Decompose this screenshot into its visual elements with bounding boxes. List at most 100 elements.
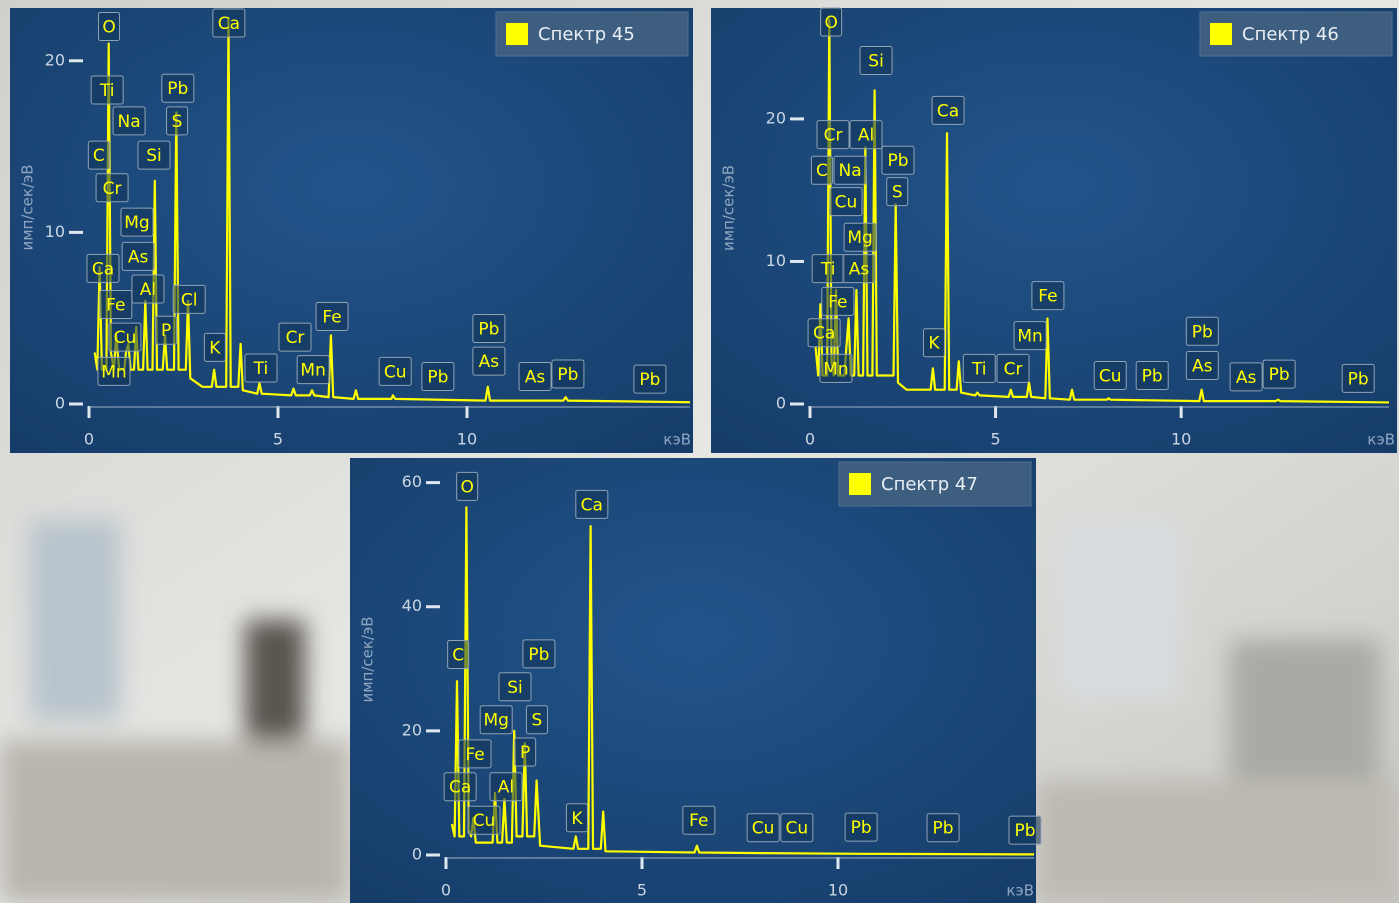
peak-label: Cu (786, 819, 809, 839)
peak-label: Pb (167, 79, 188, 99)
peak-label: Ca (92, 259, 114, 279)
peak-label: As (1192, 357, 1213, 377)
panel-background (10, 8, 693, 453)
y-tick-label: 0 (55, 394, 65, 413)
peak-label: Al (140, 280, 156, 300)
x-axis-label: кэВ (1367, 431, 1395, 449)
x-tick-label: 10 (1171, 430, 1191, 449)
peak-label: Si (868, 51, 884, 71)
peak-label: Ca (937, 101, 959, 121)
peak-label: Cr (1004, 359, 1023, 379)
peak-label: Fe (689, 811, 708, 831)
peak-label: Pb (1348, 369, 1369, 389)
peak-label: Pb (1014, 821, 1035, 841)
peak-label: Cu (752, 819, 775, 839)
peak-label: As (479, 352, 500, 372)
peak-label: Pb (1142, 366, 1163, 386)
peak-label: Cu (835, 193, 858, 213)
peak-label: Cr (103, 179, 122, 199)
peak-label: K (209, 338, 221, 358)
peak-label: Mg (124, 213, 149, 233)
peak-label: Ti (971, 359, 987, 379)
peak-label: Mn (823, 359, 848, 379)
peak-label: K (571, 809, 583, 829)
peak-label: As (525, 368, 546, 388)
peak-label: Pb (1269, 365, 1290, 385)
legend-swatch (849, 473, 871, 495)
legend-swatch (1210, 23, 1232, 45)
peak-label: O (824, 13, 837, 33)
peak-label: Pb (528, 645, 549, 665)
peak-label: C (452, 646, 464, 666)
peak-label: Fe (106, 295, 125, 315)
peak-label: Mn (101, 362, 126, 382)
peak-label: Cu (473, 811, 496, 831)
peak-label: Al (858, 126, 874, 146)
y-tick-label: 60 (402, 472, 422, 491)
peak-label: O (460, 477, 473, 497)
peak-label: Pb (478, 319, 499, 339)
peak-label: Na (839, 161, 862, 181)
peak-label: Na (117, 112, 140, 132)
peak-label: Pb (1192, 322, 1213, 342)
peak-label: O (102, 17, 115, 37)
peak-label: Si (507, 678, 523, 698)
peak-label: K (928, 334, 940, 354)
y-tick-label: 20 (45, 50, 65, 69)
peak-label: Pb (639, 370, 660, 390)
x-tick-label: 0 (84, 430, 94, 449)
x-tick-label: 0 (805, 430, 815, 449)
page: {"chart_data": [ {"type": "line", "y_lab… (0, 0, 1399, 903)
peak-label: Cl (181, 290, 198, 310)
y-tick-label: 40 (402, 596, 422, 615)
peak-label: Ca (813, 324, 835, 344)
x-tick-label: 10 (828, 881, 848, 900)
peak-label: Ti (99, 81, 115, 101)
peak-label: As (1236, 368, 1257, 388)
x-tick-label: 5 (273, 430, 283, 449)
y-tick-label: 20 (766, 108, 786, 127)
peak-label: Pb (427, 368, 448, 388)
screenshot: 010200510имп/сек/эВкэВOCaTiPbNaSCSiCrMgA… (0, 0, 1399, 903)
peak-label: As (128, 247, 149, 267)
peak-label: Fe (465, 745, 484, 765)
y-axis-label: имп/сек/эВ (359, 616, 377, 702)
peak-label: Cr (286, 328, 305, 348)
y-axis-label: имп/сек/эВ (720, 165, 738, 251)
x-tick-label: 10 (457, 430, 477, 449)
peak-label: C (816, 161, 828, 181)
chart-panel: 0 10 20 0 5 10 имп/сек/эВ кэВ O Si Ca Cr Al Pb C Na S Cu M… (711, 8, 1399, 453)
legend-label: Спектр 46 (1242, 24, 1339, 45)
x-tick-label: 0 (441, 881, 451, 900)
legend-label: Спектр 47 (881, 474, 978, 495)
peak-label: Mn (1017, 327, 1042, 347)
y-tick-label: 20 (402, 720, 422, 739)
legend-label: Спектр 45 (538, 24, 635, 45)
peak-label: Cu (1099, 366, 1122, 386)
peak-label: Mg (847, 228, 872, 248)
peak-label: P (161, 321, 171, 341)
x-tick-label: 5 (990, 430, 1000, 449)
peak-label: P (520, 743, 530, 763)
peak-label: Mn (300, 361, 325, 381)
peak-label: Pb (851, 818, 872, 838)
peak-label: Pb (933, 819, 954, 839)
peak-label: Pb (887, 151, 908, 171)
peak-label: Ti (820, 260, 836, 280)
peak-label: Si (146, 146, 162, 166)
peak-label: Fe (322, 307, 341, 327)
x-axis-label: кэВ (1006, 882, 1034, 900)
peak-label: Ca (449, 778, 471, 798)
peak-label: C (93, 146, 105, 166)
y-tick-label: 0 (412, 845, 422, 864)
peak-label: S (532, 711, 543, 731)
y-tick-label: 0 (776, 394, 786, 413)
y-axis-label: имп/сек/эВ (19, 164, 37, 250)
peak-label: S (892, 183, 903, 203)
y-tick-label: 10 (766, 251, 786, 270)
peak-label: Ca (581, 495, 603, 515)
y-tick-label: 10 (45, 222, 65, 241)
peak-label: Fe (828, 292, 847, 312)
